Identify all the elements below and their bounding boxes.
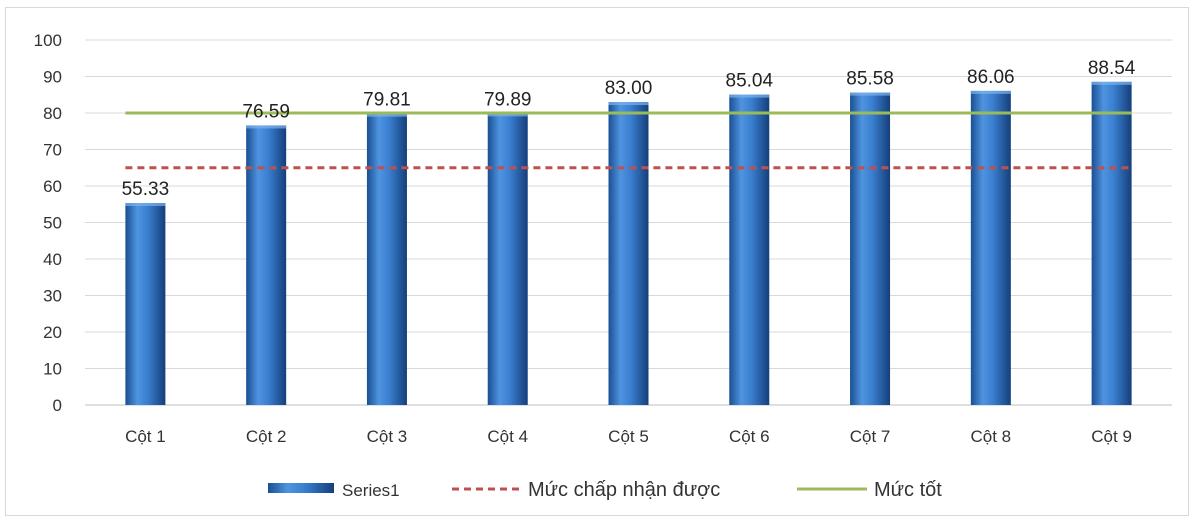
y-tick-label: 80	[43, 104, 62, 123]
data-labels: 55.33 76.59 79.81 79.89 83.00 85.04 85.58 86.06…	[122, 58, 1136, 200]
data-label: 79.89	[484, 89, 532, 110]
y-tick-label: 40	[43, 250, 62, 269]
bar-highlight	[970, 90, 1011, 94]
x-tick-label: Cột 5	[608, 427, 649, 446]
bar-highlight	[246, 125, 287, 129]
x-tick-label: Cột 3	[367, 427, 408, 446]
y-tick-label: 20	[43, 323, 62, 342]
bar	[608, 102, 649, 406]
x-axis: Cột 1 Cột 2 Cột 3 Cột 4 Cột 5 Cột 6 Cột 7 Cột 8…	[125, 427, 1132, 446]
x-tick-label: Cột 9	[1091, 427, 1132, 446]
bar-highlight	[125, 203, 166, 207]
x-tick-label: Cột 2	[246, 427, 287, 446]
x-tick-label: Cột 1	[125, 427, 166, 446]
bar-highlight	[487, 113, 528, 117]
data-label: 55.33	[122, 179, 170, 200]
bar-highlight	[608, 102, 649, 106]
bar	[366, 113, 407, 406]
data-label: 79.81	[363, 90, 411, 111]
y-tick-label: 100	[34, 31, 62, 50]
bar	[246, 125, 287, 405]
y-tick-label: 60	[43, 177, 62, 196]
x-tick-label: Cột 4	[487, 427, 528, 446]
x-tick-label: Cột 8	[971, 427, 1012, 446]
y-tick-label: 10	[43, 360, 62, 379]
legend: Series1 Mức chấp nhận được Mức tốt	[268, 479, 942, 501]
y-tick-label: 30	[43, 287, 62, 306]
bar	[970, 90, 1011, 406]
y-tick-label: 50	[43, 214, 62, 233]
bar	[729, 94, 770, 405]
data-label: 85.58	[846, 69, 894, 90]
x-tick-label: Cột 7	[850, 427, 891, 446]
bar	[1091, 81, 1132, 405]
data-label: 88.54	[1088, 58, 1136, 79]
bar	[850, 92, 891, 406]
legend-label-series1: Series1	[342, 481, 400, 500]
y-tick-label: 0	[53, 396, 62, 415]
bar-series	[125, 81, 1132, 406]
data-label: 86.06	[967, 67, 1015, 88]
data-label: 76.59	[242, 101, 290, 122]
data-label: 83.00	[605, 78, 653, 99]
legend-label-good: Mức tốt	[874, 479, 942, 501]
bar-highlight	[366, 113, 407, 117]
legend-swatch-series1	[268, 483, 334, 493]
data-label: 85.04	[726, 71, 774, 92]
legend-label-acceptable: Mức chấp nhận được	[528, 479, 720, 501]
y-tick-label: 70	[43, 141, 62, 160]
bar-highlight	[850, 92, 891, 96]
y-tick-label: 90	[43, 68, 62, 87]
bar	[487, 113, 528, 406]
bar	[125, 203, 166, 405]
bar-highlight	[1091, 81, 1132, 85]
y-axis: 0 10 20 30 40 50 60 70 80 90 100	[34, 31, 62, 415]
reference-lines	[125, 111, 1132, 170]
bar-highlight	[729, 94, 770, 98]
x-tick-label: Cột 6	[729, 427, 770, 446]
